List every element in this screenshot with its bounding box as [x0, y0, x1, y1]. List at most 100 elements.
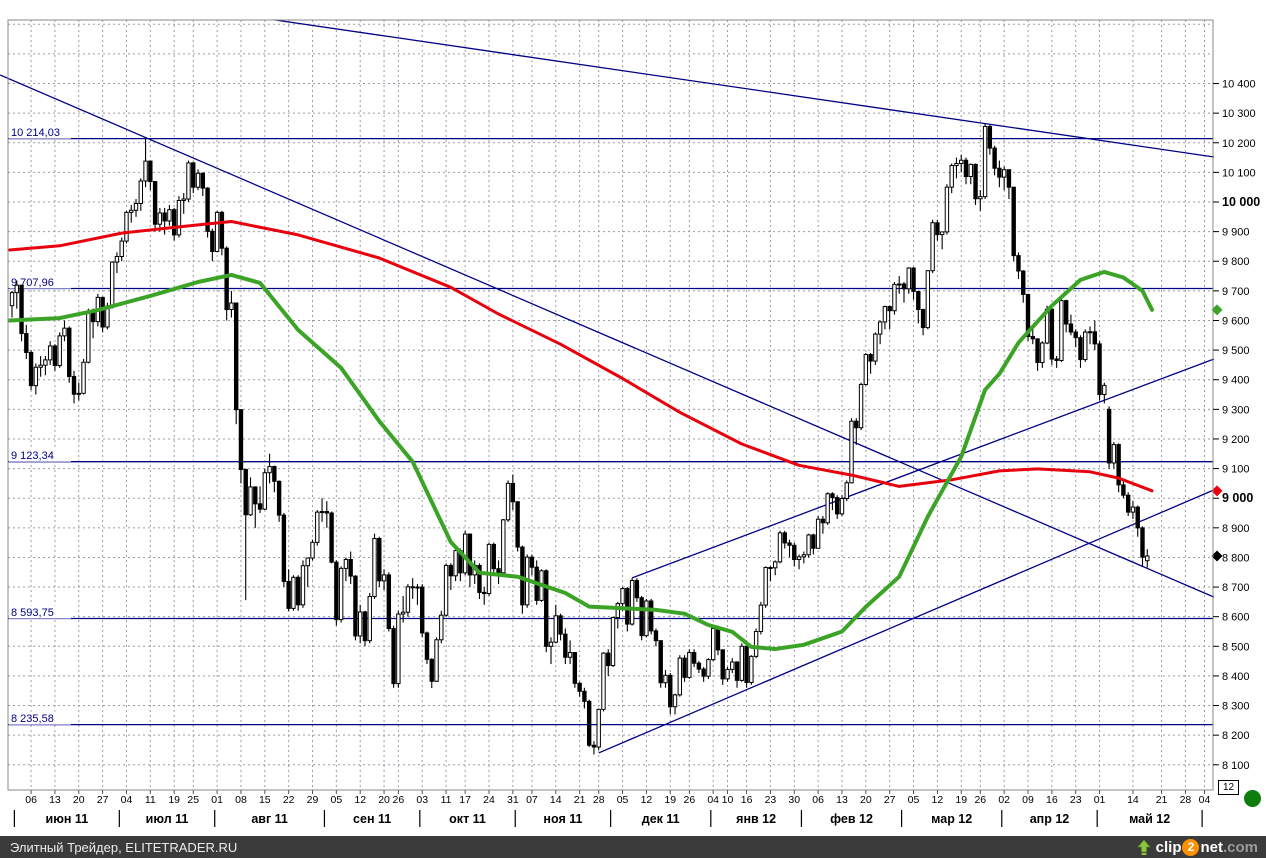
x-tick-label: 26 [974, 794, 986, 806]
candle-body [205, 187, 210, 232]
x-tick-label: 26 [393, 794, 405, 806]
candle-body [963, 159, 969, 178]
candle-body [648, 600, 654, 632]
trend-line-descending-resistance-steep [0, 74, 1215, 598]
candle-body [152, 181, 158, 225]
candle-body [296, 576, 301, 606]
candle-body [281, 514, 287, 582]
status-bar: Элитный Трейдер, ELITETRADER.RU clip 2 n… [0, 836, 1266, 858]
month-label: авг 11 [251, 812, 288, 826]
y-tick-label: 9 600 [1222, 315, 1250, 327]
candle-body [978, 196, 983, 200]
candle-body [1078, 337, 1083, 361]
x-tick-label: 13 [836, 794, 848, 806]
x-tick-label: 01 [1094, 794, 1106, 806]
candle-body [420, 586, 425, 634]
candle-body [911, 267, 916, 292]
candle-body [601, 652, 606, 710]
candle-body [219, 211, 225, 249]
x-tick-label: 16 [1046, 794, 1058, 806]
candle-body [338, 567, 344, 621]
candle-body [148, 160, 153, 183]
candle-body [844, 482, 849, 499]
last-value-markers [1211, 304, 1223, 562]
candle-body [253, 486, 258, 505]
candle-body [67, 327, 72, 377]
candle-body [238, 409, 244, 470]
candle-body [138, 180, 143, 204]
candle-body [572, 652, 578, 684]
candle-body [47, 345, 53, 361]
candle-body [348, 559, 353, 577]
candle-body [9, 292, 15, 307]
x-tick-label: 04 [1199, 794, 1211, 806]
candle-body [730, 661, 735, 670]
candle-body [372, 537, 377, 598]
candle-body [849, 420, 854, 484]
y-tick-label: 8 800 [1222, 552, 1250, 564]
candle-body [663, 674, 668, 684]
month-label: май 12 [1129, 812, 1170, 826]
candle-body [582, 690, 587, 702]
candle-body [324, 511, 330, 514]
candle-body [315, 511, 320, 543]
candle-body [691, 652, 697, 664]
candle-body [806, 534, 811, 556]
candle-body [486, 543, 492, 595]
candle-body [362, 611, 368, 642]
candle-body [1063, 300, 1069, 325]
candle-body [76, 392, 81, 395]
candle-body [391, 628, 396, 685]
x-tick-label: 14 [550, 794, 562, 806]
candle-body [548, 641, 554, 647]
candle-body [725, 668, 730, 680]
x-tick-label: 12 [354, 794, 366, 806]
candle-body [1001, 169, 1007, 178]
candle-body [1121, 484, 1126, 496]
candle-body [1130, 506, 1136, 513]
candle-body [892, 283, 897, 312]
candle-body [1049, 308, 1055, 360]
candle-body [830, 493, 835, 499]
candle-body [687, 652, 692, 678]
candle-body [267, 466, 272, 474]
candle-body [510, 482, 516, 503]
candle-body [400, 611, 406, 615]
trend-line-descending-resistance-long [274, 19, 1215, 158]
candle-body [262, 472, 268, 510]
level-label: 8 235,58 [11, 713, 54, 725]
candle-body [959, 159, 964, 164]
candle-body [162, 212, 167, 222]
candle-body [997, 167, 1002, 178]
candle-body [358, 611, 363, 637]
candle-body [839, 497, 845, 515]
last-value-diamond [1211, 304, 1223, 316]
x-tick-label: 20 [378, 794, 390, 806]
sma-50-line [7, 269, 1154, 651]
candle-body [229, 302, 234, 311]
candle-body [787, 542, 792, 546]
logo-text-clip: clip [1155, 838, 1182, 856]
x-tick-label: 12 [932, 794, 944, 806]
y-tick-label: 9 400 [1222, 375, 1250, 387]
upload-arrow-icon [1136, 839, 1151, 855]
candle-body [424, 632, 430, 660]
x-tick-label: 19 [955, 794, 967, 806]
candle-body [19, 284, 24, 335]
candle-body [52, 345, 58, 367]
candle-body [410, 586, 415, 589]
month-label: окт 11 [449, 812, 486, 826]
candle-body [529, 556, 535, 568]
candle-body [329, 512, 334, 563]
candle-body [882, 306, 888, 323]
x-tick-label: 06 [812, 794, 824, 806]
candle-body [429, 658, 434, 682]
candle-body [935, 222, 940, 236]
candle-body [987, 125, 993, 149]
y-tick-label: 10 000 [1222, 195, 1260, 209]
candle-body [1087, 331, 1093, 334]
candle-body [920, 309, 926, 329]
candle-body [710, 628, 716, 661]
x-tick-label: 09 [1022, 794, 1034, 806]
candle-body [1073, 331, 1078, 339]
